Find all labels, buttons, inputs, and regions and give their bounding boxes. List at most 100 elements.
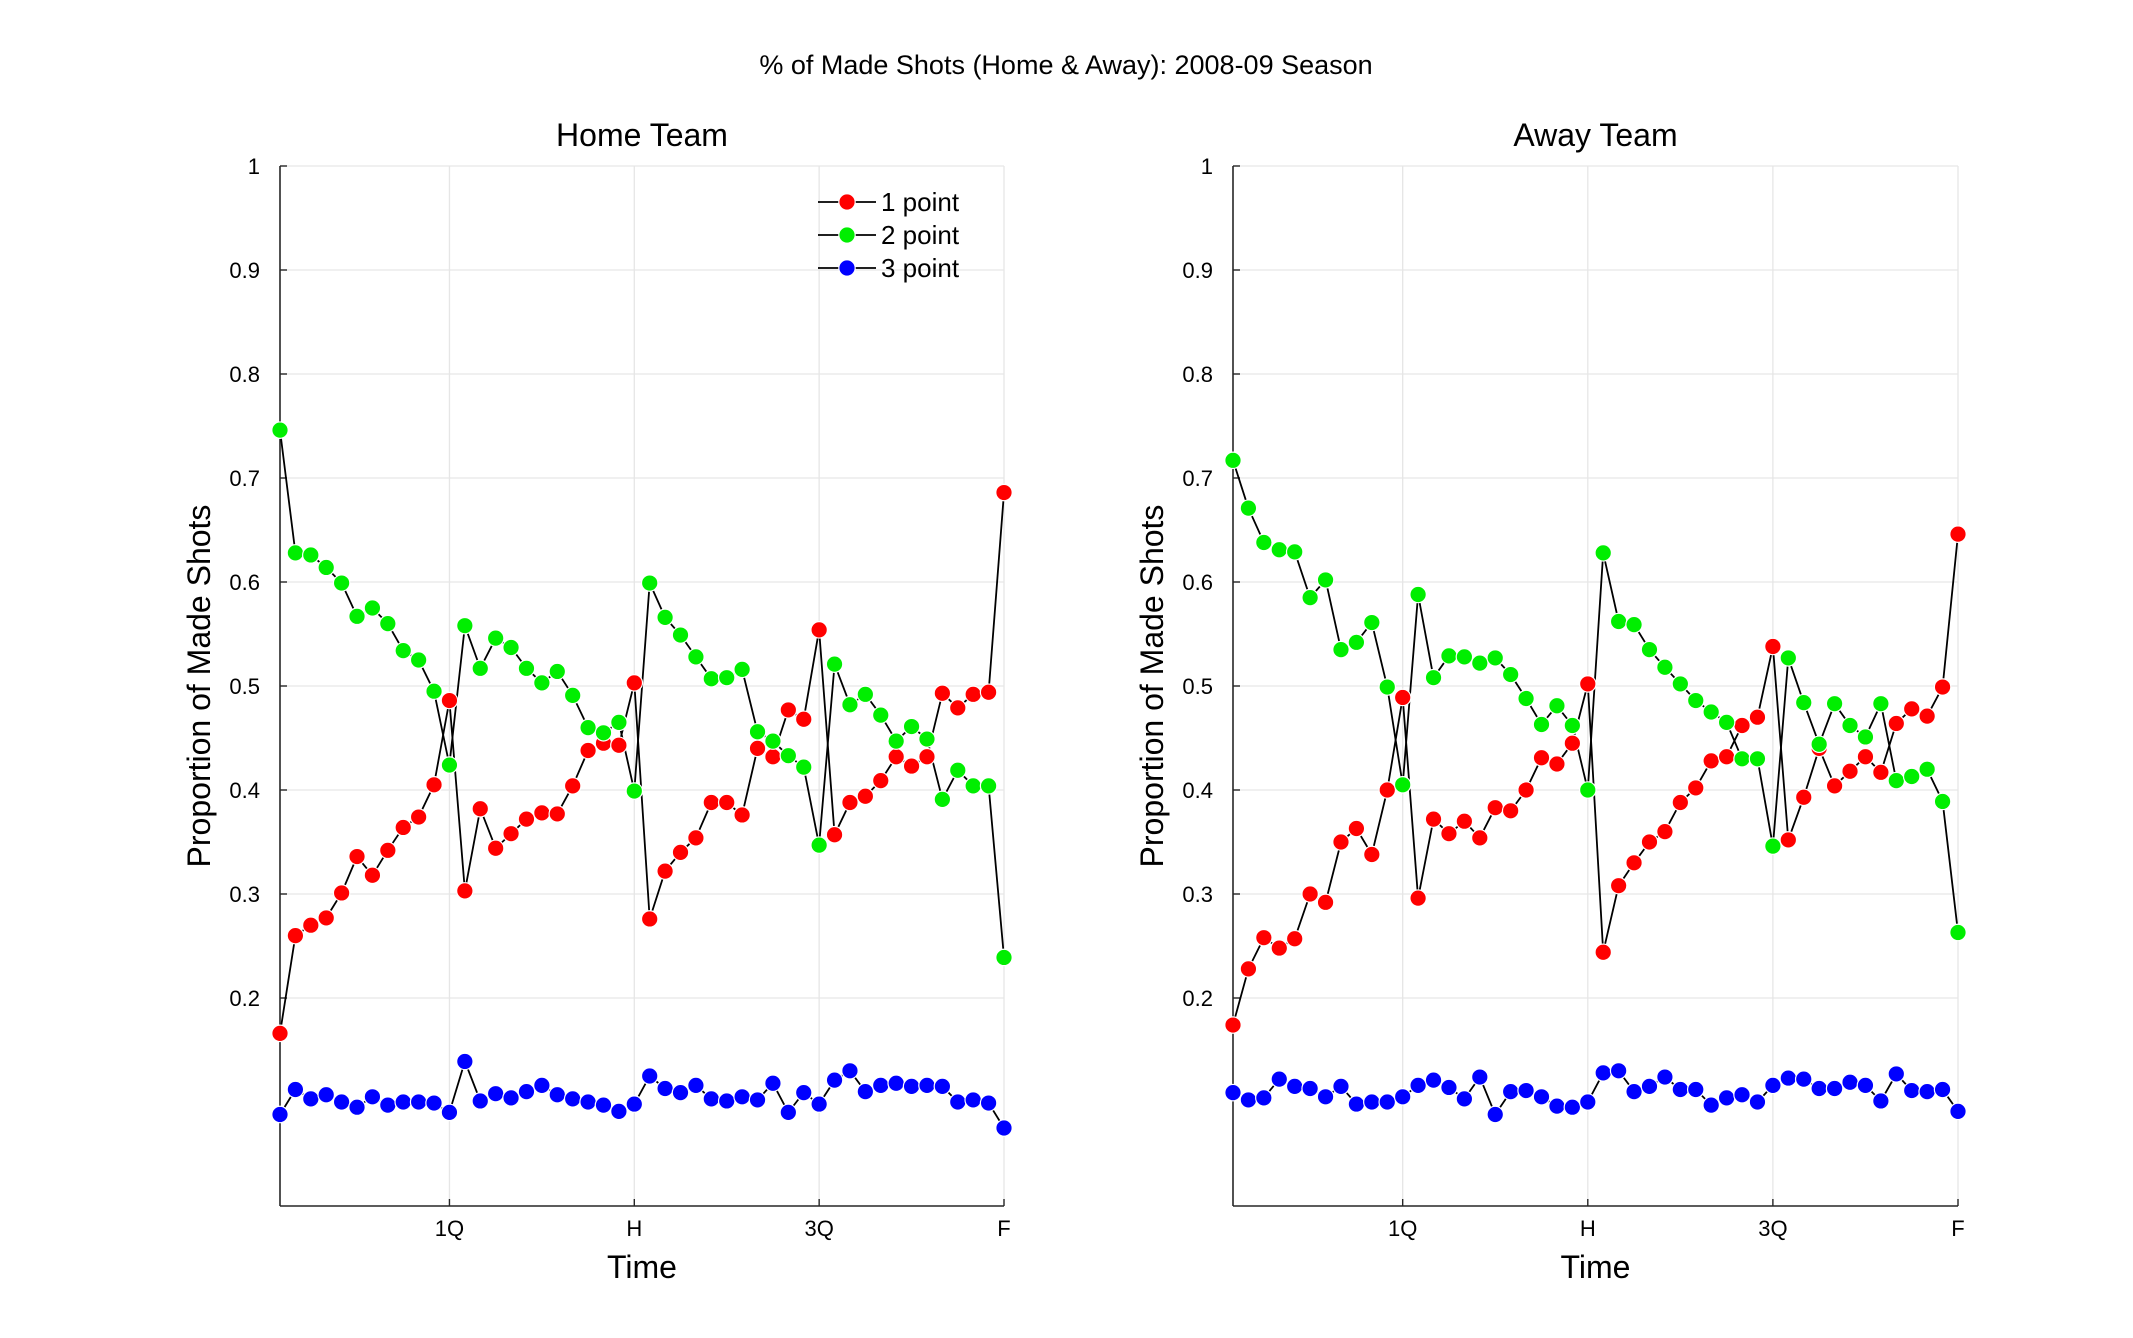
away-3-point-point: [1825, 1079, 1844, 1098]
figure-title: % of Made Shots (Home & Away): 2008-09 S…: [759, 50, 1372, 80]
home-2-point-point: [871, 706, 890, 724]
home-y-tick-label-1: 0.3: [229, 882, 260, 907]
home-3-point-point: [610, 1102, 628, 1121]
home-2-point-point: [332, 574, 351, 592]
away-2-point-point: [1717, 713, 1736, 732]
away-y-tick-label-7: 0.9: [1182, 258, 1213, 283]
home-1-point-point: [825, 825, 844, 844]
away-x-tick-label-3: F: [1951, 1216, 1964, 1241]
away-y-tick-label-6: 0.8: [1182, 362, 1213, 387]
home-1-point-point: [302, 916, 320, 934]
away-series-2-point-line: [1232, 460, 1959, 933]
away-y-tick-label-8: 1: [1201, 154, 1213, 179]
home-1-point-point: [748, 739, 767, 758]
away-1-point-point: [1578, 675, 1597, 693]
away-y-tick-label-3: 0.5: [1182, 674, 1213, 699]
home-2-point-point: [856, 685, 875, 704]
home-2-point-point: [610, 713, 628, 732]
home-2-point-point: [933, 790, 952, 809]
home-1-point-point: [794, 710, 813, 729]
home-2-point-point: [902, 717, 921, 736]
away-x-tick-label-2: 3Q: [1758, 1216, 1787, 1241]
away-3-point-point: [1671, 1080, 1690, 1099]
away-2-point-point: [1378, 678, 1397, 696]
away-1-point-point: [1548, 755, 1566, 773]
away-y-tick-label-4: 0.6: [1182, 570, 1213, 595]
away-3-point-point: [1332, 1077, 1350, 1096]
away-1-point-point: [1748, 708, 1767, 726]
home-1-point-point: [317, 909, 336, 927]
away-3-point-point: [1609, 1062, 1628, 1080]
away-2-point-point: [1779, 649, 1798, 667]
away-3-point-point: [1933, 1080, 1952, 1099]
away-2-point-point: [1640, 640, 1659, 659]
away-1-point-point: [1393, 688, 1412, 707]
home-2-point-point: [471, 659, 490, 678]
away-2-point-point: [1949, 923, 1967, 942]
home-2-point-point: [717, 668, 736, 687]
away-3-point-point: [1686, 1080, 1705, 1099]
home-3-point-point: [302, 1090, 320, 1108]
home-1-point-point: [933, 684, 952, 703]
away-2-point-point: [1316, 571, 1335, 589]
home-x-tick-label-0: 1Q: [435, 1216, 464, 1241]
home-2-point-point: [640, 574, 659, 592]
home-3-point-point: [933, 1077, 952, 1096]
home-1-point-point: [887, 747, 905, 766]
away-2-point-point: [1841, 716, 1859, 735]
home-3-point-point: [640, 1067, 659, 1085]
home-2-point-point: [687, 648, 705, 666]
away-3-point-point: [1872, 1092, 1890, 1110]
away-1-point-point: [1656, 822, 1674, 841]
home-2-point-point: [579, 718, 597, 737]
home-2-point-point: [533, 674, 551, 692]
away-2-point-point: [1409, 585, 1427, 604]
away-2-point-point: [1702, 703, 1720, 721]
home-1-point-point: [517, 810, 536, 828]
away-3-point-point: [1548, 1097, 1566, 1115]
home-1-point-point: [702, 793, 721, 812]
home-1-point-point: [856, 787, 875, 806]
away-1-point-point: [1316, 893, 1335, 912]
away-1-point-point: [1378, 781, 1397, 799]
home-y-axis-label: Proportion of Made Shots: [181, 505, 217, 868]
home-1-point-point: [841, 793, 859, 812]
home-2-point-point: [394, 641, 413, 660]
home-2-point-point: [656, 608, 674, 627]
home-1-point-point: [471, 799, 490, 818]
away-3-point-point: [1270, 1070, 1289, 1088]
away-1-point-point: [1686, 779, 1705, 797]
away-1-point-point: [1424, 810, 1443, 828]
legend-2-point-label: 2 point: [881, 220, 960, 250]
home-1-point-point: [348, 847, 366, 866]
away-2-point-point: [1471, 654, 1489, 672]
home-2-point-point: [440, 756, 459, 774]
home-3-point-point: [656, 1079, 674, 1098]
away-1-point-point: [1640, 833, 1659, 851]
away-1-point-point: [1501, 801, 1520, 820]
home-2-point-point: [625, 782, 644, 800]
home-2-point-point: [733, 660, 751, 679]
away-2-point-point: [1224, 451, 1242, 470]
away-3-point-point: [1563, 1098, 1582, 1116]
away-1-point-point: [1563, 734, 1582, 752]
away-3-point-point: [1378, 1093, 1397, 1111]
home-2-point-point: [995, 948, 1013, 967]
home-2-point-point: [409, 651, 428, 669]
away-3-point-point: [1440, 1078, 1458, 1097]
away-2-point-point: [1486, 649, 1505, 667]
home-3-point-point: [964, 1091, 982, 1109]
away-2-point-point: [1794, 693, 1813, 712]
away-x-tick-label-0: 1Q: [1388, 1216, 1417, 1241]
away-3-point-point: [1902, 1081, 1921, 1100]
away-3-point-point: [1301, 1079, 1319, 1098]
away-2-point-point: [1933, 792, 1952, 811]
away-3-point-point: [1455, 1090, 1474, 1108]
home-1-point-point: [656, 862, 674, 880]
away-1-point-point: [1486, 798, 1505, 817]
home-2-point-point: [502, 638, 520, 657]
home-3-point-point: [918, 1076, 936, 1095]
home-3-point-point: [748, 1091, 767, 1109]
